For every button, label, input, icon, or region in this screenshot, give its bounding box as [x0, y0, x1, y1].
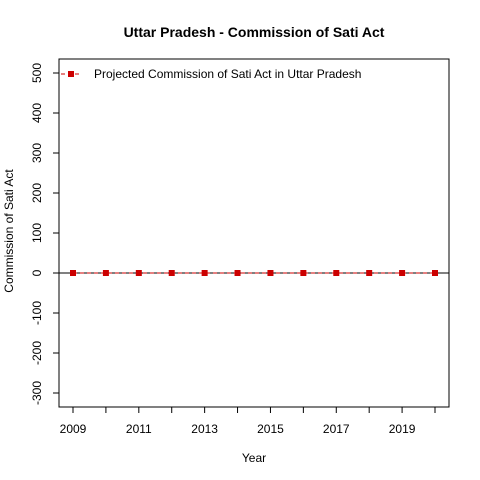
data-point: [300, 270, 307, 276]
data-point: [267, 270, 274, 276]
x-tick-label: 2015: [257, 422, 284, 436]
y-tick-label: 400: [30, 103, 44, 123]
y-tick-label: -200: [30, 341, 44, 365]
data-point: [399, 270, 406, 276]
y-tick-label: -300: [30, 381, 44, 405]
data-point: [102, 270, 109, 276]
data-point: [432, 270, 438, 276]
y-axis-title: Commission of Sati Act: [2, 169, 16, 293]
y-tick-label: 0: [30, 269, 44, 276]
data-point: [135, 270, 142, 276]
legend-series-label: Projected Commission of Sati Act in Utta…: [94, 67, 361, 81]
y-tick-label: 500: [30, 63, 44, 83]
x-tick-label: 2013: [191, 422, 218, 436]
y-tick-label: 300: [30, 143, 44, 163]
data-point: [168, 270, 175, 276]
y-tick-label: -100: [30, 301, 44, 325]
y-tick-label: 100: [30, 223, 44, 243]
data-point: [366, 270, 373, 276]
y-tick-label: 200: [30, 183, 44, 203]
data-point: [234, 270, 241, 276]
x-tick-label: 2011: [126, 422, 152, 436]
plot-area: -300 -200 -100 0 100 200 300 400 500 2009 2011 2013…: [30, 58, 450, 436]
legend-series-marker: [68, 71, 74, 77]
data-point: [70, 270, 76, 276]
x-axis-title: Year: [242, 451, 266, 465]
x-tick-label: 2009: [60, 422, 87, 436]
data-point: [201, 270, 208, 276]
data-point: [333, 270, 340, 276]
plot-frame: [58, 58, 450, 408]
x-tick-label: 2019: [389, 422, 416, 436]
chart-title: Uttar Pradesh - Commission of Sati Act: [124, 24, 385, 40]
legend: Projected Commission of Sati Act in Utta…: [61, 67, 361, 81]
x-tick-label: 2017: [323, 422, 350, 436]
